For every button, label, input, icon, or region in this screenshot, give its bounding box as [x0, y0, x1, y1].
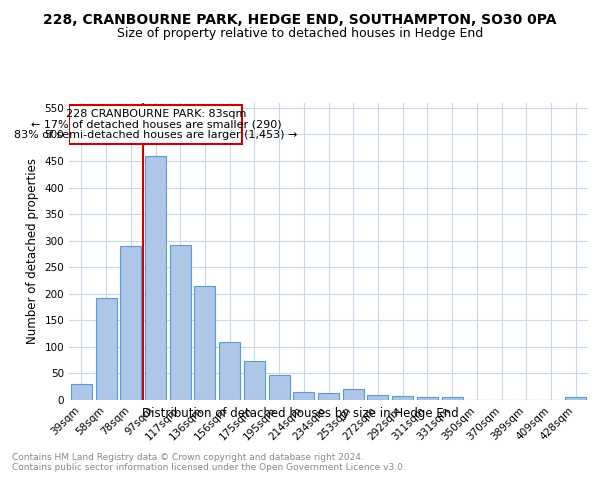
Y-axis label: Number of detached properties: Number of detached properties: [26, 158, 39, 344]
Bar: [145, 156, 166, 400]
Bar: [269, 375, 290, 400]
FancyBboxPatch shape: [70, 105, 242, 144]
Bar: [392, 396, 413, 400]
Text: Size of property relative to detached houses in Hedge End: Size of property relative to detached ho…: [117, 28, 483, 40]
Bar: [194, 286, 215, 400]
Bar: [120, 246, 141, 400]
Bar: [343, 390, 364, 400]
Text: Distribution of detached houses by size in Hedge End: Distribution of detached houses by size …: [142, 408, 458, 420]
Bar: [417, 398, 438, 400]
Text: Contains HM Land Registry data © Crown copyright and database right 2024.
Contai: Contains HM Land Registry data © Crown c…: [12, 452, 406, 472]
Bar: [293, 392, 314, 400]
Bar: [318, 393, 339, 400]
Text: 83% of semi-detached houses are larger (1,453) →: 83% of semi-detached houses are larger (…: [14, 130, 298, 140]
Bar: [442, 398, 463, 400]
Bar: [565, 398, 586, 400]
Bar: [367, 394, 388, 400]
Bar: [244, 361, 265, 400]
Bar: [71, 384, 92, 400]
Text: 228 CRANBOURNE PARK: 83sqm: 228 CRANBOURNE PARK: 83sqm: [66, 108, 246, 118]
Bar: [95, 298, 116, 400]
Bar: [219, 342, 240, 400]
Text: 228, CRANBOURNE PARK, HEDGE END, SOUTHAMPTON, SO30 0PA: 228, CRANBOURNE PARK, HEDGE END, SOUTHAM…: [43, 12, 557, 26]
Bar: [170, 245, 191, 400]
Text: ← 17% of detached houses are smaller (290): ← 17% of detached houses are smaller (29…: [31, 120, 281, 130]
